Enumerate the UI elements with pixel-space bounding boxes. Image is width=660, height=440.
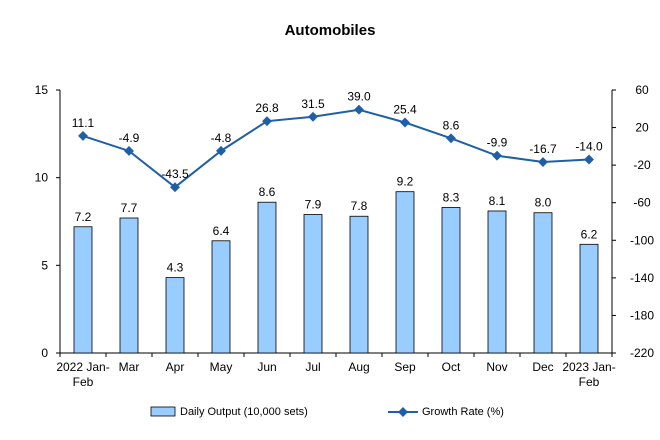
bar [579,243,599,354]
bar [119,217,139,354]
bar [257,201,277,354]
y-right-tick-label: -220 [630,346,654,360]
growth-rate-point [308,111,318,122]
x-tick-label: Feb [73,375,94,389]
y-right-tick-label: 60 [635,83,649,97]
bar-value-label: 4.3 [167,261,184,275]
bar-value-label: 7.8 [351,199,368,213]
x-tick-label: Mar [119,360,140,374]
x-tick-label: Sep [394,360,416,374]
bar [349,215,369,354]
bar [73,226,93,354]
x-tick-label: Apr [166,360,185,374]
y-right-tick-label: -100 [630,233,654,247]
growth-rate-label: 11.1 [72,116,95,130]
bar [487,210,507,354]
bar-value-label: 8.3 [443,190,460,204]
y-right-tick-label: -60 [633,196,651,210]
growth-rate-point [492,150,502,161]
growth-rate-point [124,146,134,156]
y-left-tick-label: 0 [41,346,48,360]
y-right-tick-label: -20 [633,158,651,172]
growth-rate-label: 25.4 [393,102,417,116]
growth-rate-label: -16.7 [529,142,557,156]
bar-value-label: 8.0 [535,196,552,210]
x-tick-label: Aug [348,360,369,374]
y-right-tick-label: 20 [635,121,649,135]
growth-rate-label: 39.0 [347,90,371,104]
growth-rate-point [400,117,410,128]
bar-value-label: 7.2 [75,210,92,224]
legend-line-marker [398,407,408,417]
growth-rate-line [82,108,590,189]
bar-value-label: 8.6 [259,185,276,199]
growth-rate-label: -4.8 [211,131,232,145]
bar-value-label: 8.1 [489,194,506,208]
growth-rate-label: -4.9 [119,131,140,145]
growth-rate-point [538,157,548,167]
chart-title: Automobiles [284,22,376,39]
bar [533,212,553,354]
x-tick-label: 2023 Jan- [562,360,615,374]
y-right-tick-label: -180 [630,308,654,322]
y-left-tick-label: 15 [35,83,49,97]
x-tick-label: 2022 Jan- [56,360,109,374]
bar [303,214,323,354]
bar-value-label: 7.9 [305,197,322,211]
bar [211,240,231,354]
growth-rate-label: -9.9 [487,136,508,150]
y-right-tick-label: -140 [630,271,654,285]
x-tick-label: Dec [532,360,553,374]
x-tick-label: Feb [579,375,600,389]
bar [395,191,415,354]
x-tick-label: Nov [486,360,507,374]
growth-rate-label: 26.8 [255,101,279,115]
y-left-tick-label: 10 [35,171,49,185]
x-tick-label: Jul [305,360,320,374]
growth-rate-label: -14.0 [575,140,603,154]
growth-rate-point [170,182,180,193]
bar-value-label: 6.4 [213,224,230,238]
growth-rate-point [262,116,272,127]
x-tick-label: Jun [257,360,276,374]
legend-line-label: Growth Rate (%) [422,406,504,418]
growth-rate-label: -43.5 [161,167,189,181]
bar [441,207,461,354]
bar [165,277,185,354]
y-left-tick-label: 5 [41,258,48,272]
growth-rate-label: 8.6 [443,118,460,132]
growth-rate-point [584,154,594,165]
growth-rate-point [78,130,88,141]
growth-rate-label: 31.5 [301,97,325,111]
bar-value-label: 7.7 [121,201,138,215]
legend-bar-swatch [150,406,176,417]
bar-value-label: 9.2 [397,175,414,189]
legend-bar-label: Daily Output (10,000 sets) [180,406,308,418]
bar-value-label: 6.2 [581,227,598,241]
x-tick-label: May [210,360,233,374]
x-tick-label: Oct [442,360,461,374]
growth-rate-point [446,133,456,144]
growth-rate-point [216,145,226,156]
growth-rate-point [354,104,364,115]
